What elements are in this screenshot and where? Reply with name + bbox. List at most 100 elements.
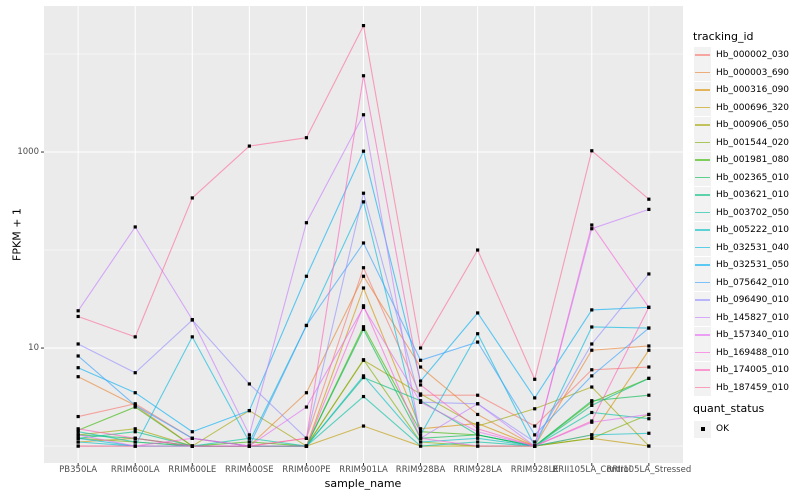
data-point [476,427,480,431]
data-point [190,444,194,448]
legend-line-swatch [695,124,710,126]
data-point [133,403,137,407]
legend-row: Hb_005222_010 [694,221,789,239]
data-point [133,335,137,339]
data-point [133,444,137,448]
data-point [647,376,651,381]
data-point [304,274,309,278]
legend-key-line-icon [694,344,711,361]
data-point [76,436,80,440]
x-tick-label: RRII105LA_Stressed [606,465,692,475]
data-point [647,326,651,330]
data-point [76,309,80,313]
data-point [361,200,366,204]
legend-label: Hb_000003_690 [716,67,790,78]
y-tick-label: 1000 [17,147,39,158]
data-point [533,407,537,411]
data-point [304,221,309,225]
data-point [476,248,480,252]
x-tick-label: RRIM600SE [225,465,274,475]
legend-label: Hb_001981_080 [716,155,790,165]
data-point [476,311,480,315]
legend-row: Hb_000003_690 [694,64,789,82]
data-point [418,392,423,396]
x-tick-label: RRIM600PE [282,465,331,475]
data-point [133,436,137,440]
data-point [247,436,251,440]
data-point [76,427,80,431]
data-point [476,340,480,344]
data-point [247,433,251,437]
data-point [247,408,251,413]
data-point [361,358,366,362]
legend-line-swatch [695,106,710,109]
y-tick-label: 10 [28,343,39,354]
legend-label: Hb_032531_050 [716,260,790,270]
data-point [647,417,651,421]
data-point [418,400,423,404]
data-point [647,444,651,448]
legend-label: Hb_075642_010 [716,277,790,288]
data-point [590,223,594,227]
legend-row: Hb_003702_050 [694,204,789,222]
legend-line-swatch [695,194,710,196]
data-point [361,325,366,329]
data-point [304,444,309,448]
y-axis-title: FPKM + 1 [10,208,24,261]
data-point [133,440,137,444]
legend-row: Hb_000906_050 [694,116,789,134]
data-point [647,393,651,397]
legend-label: Hb_174005_010 [716,365,790,375]
legend-row: Hb_169488_010 [694,344,789,362]
data-point [133,402,137,406]
legend-key-line-icon [694,221,711,239]
data-point [590,410,594,415]
data-point [76,354,80,358]
legend-key-line-icon [694,274,711,291]
data-point [304,136,309,140]
legend-line-swatch [695,316,710,319]
data-point [190,436,194,440]
data-point [590,149,594,153]
legend-key-line-icon [694,151,711,169]
legend-key-line-icon [694,169,711,186]
x-tick-label: RRIM901LA [339,465,388,475]
legend-row: Hb_174005_010 [694,361,789,379]
black-square-point-icon [700,427,705,431]
data-point [190,196,194,200]
legend-key-line-icon [694,256,711,274]
quant-status-key-icon [694,420,711,438]
x-tick-label: RRII105LA_Control [552,465,632,475]
data-point [133,427,137,431]
x-tick-label: RRIM928LE [510,465,559,475]
data-point [418,436,423,440]
legend-key-line-icon [694,116,711,134]
data-point [361,304,366,308]
legend-row: Hb_001981_080 [694,151,789,169]
data-point [533,396,537,400]
data-point [418,346,423,350]
legend-key-line-icon [694,291,711,309]
data-point [361,113,366,117]
data-point [76,440,80,444]
legend-row: Hb_000316_090 [694,81,789,99]
legend-key-line-icon [694,64,711,81]
legend-line-swatch [695,89,710,91]
legend-row: Hb_075642_010 [694,274,789,292]
legend-label: Hb_003621_010 [716,190,790,200]
data-point [476,412,480,417]
data-point [590,403,594,407]
legend-line-swatch [695,264,710,266]
legend-row: Hb_002365_010 [694,169,789,187]
legend-row: Hb_096490_010 [694,291,789,309]
data-point [533,440,537,444]
data-point [590,419,594,423]
x-tick-label: RRIM928BA [395,465,446,475]
x-axis-title: sample_name [324,477,402,490]
legend-key-line-icon [694,361,711,379]
legend-row-quant-status: OK [694,420,729,438]
data-point [190,430,194,434]
data-point [247,440,251,444]
data-point [361,394,366,399]
legend-label: Hb_000316_090 [716,85,790,95]
